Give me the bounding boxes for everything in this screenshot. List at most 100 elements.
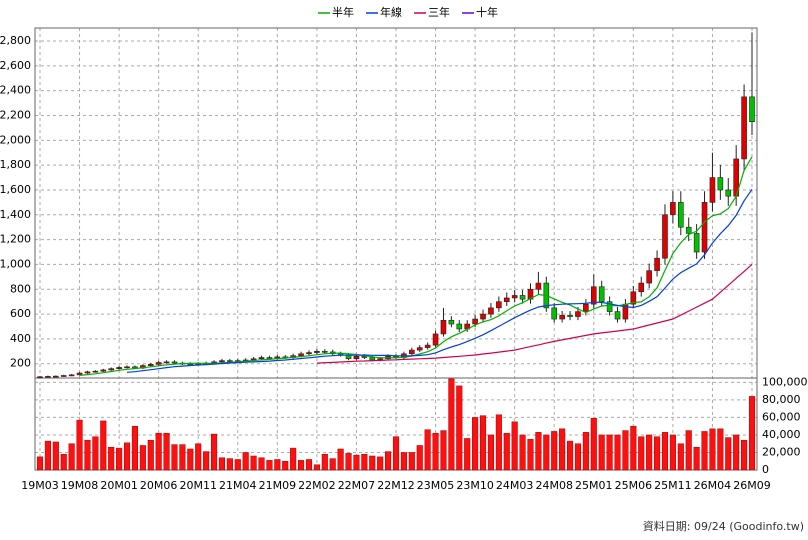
x-tick-label: 25M11 [654, 479, 692, 492]
volume-bar [638, 436, 645, 471]
candle-body [749, 96, 755, 123]
volume-bar [408, 452, 415, 471]
volume-bar [559, 428, 566, 471]
volume-bar [448, 378, 455, 471]
volume-bar [290, 447, 297, 471]
candle-body [409, 349, 415, 355]
volume-bar [242, 452, 249, 471]
candle-body [598, 286, 605, 302]
volume-bar [424, 429, 431, 471]
candle-body [361, 355, 368, 358]
volume-bar [646, 434, 653, 471]
x-tick-label: 21M04 [219, 479, 257, 492]
x-tick-label: 26M04 [694, 479, 732, 492]
volume-bar [669, 434, 676, 471]
y-tick-label: 2,200 [0, 109, 31, 122]
volume-bar [606, 434, 613, 471]
candle-body [670, 202, 676, 216]
candle-body [314, 351, 320, 353]
volume-bar [226, 458, 233, 471]
volume-bar [282, 460, 289, 471]
candle-body [662, 214, 668, 259]
volume-bar [353, 454, 360, 471]
volume-bar [519, 434, 526, 471]
volume-bar [733, 434, 740, 471]
candle-body [76, 372, 83, 376]
volume-bar [337, 448, 344, 471]
volume-bar [305, 459, 313, 471]
volume-bar [464, 438, 471, 471]
candle-body [155, 362, 162, 365]
candle-body [53, 375, 59, 378]
volume-bar [108, 446, 115, 471]
candle-body [416, 347, 423, 351]
candle-body [472, 318, 478, 325]
volume-bar [116, 447, 123, 471]
volume-bar [566, 440, 574, 471]
volume-bar [84, 439, 91, 471]
volume-bar [456, 385, 463, 471]
volume-bar [685, 430, 692, 471]
volume-bar [210, 433, 218, 471]
volume-bar [527, 439, 534, 471]
volume-bar [44, 440, 51, 471]
volume-bar [385, 451, 392, 471]
x-tick-label: 22M02 [298, 479, 336, 492]
volume-bar [440, 430, 447, 471]
candle-body [68, 374, 75, 377]
volume-bar [123, 442, 131, 471]
x-tick-label: 25M01 [575, 479, 613, 492]
candle-body [456, 323, 463, 330]
volume-bar [487, 434, 494, 471]
volume-bar [155, 432, 162, 471]
volume-bar [92, 436, 99, 471]
volume-bar [361, 453, 368, 471]
y-tick-label: 1,600 [0, 183, 31, 196]
source-note: 資料日期: 09/24 (Goodinfo.tw) [643, 519, 804, 533]
candle-body [535, 282, 542, 290]
volume-bar [709, 428, 716, 471]
volume-bar [479, 415, 487, 471]
volume-bar [400, 452, 407, 471]
volume-bar [598, 434, 605, 471]
volume-bar [298, 460, 305, 471]
legend-label: 年線 [380, 5, 402, 19]
volume-bar [100, 420, 107, 471]
volume-bar [701, 431, 708, 471]
candle-body [646, 270, 652, 284]
candle-body [511, 295, 518, 299]
volume-bar [511, 421, 518, 471]
volume-bar [614, 434, 621, 471]
y-tick-label: 400 [10, 332, 31, 345]
candle-body [677, 202, 684, 228]
candle-body [488, 307, 494, 315]
volume-bar [677, 443, 684, 471]
volume-bar [203, 451, 210, 471]
candle-body [709, 177, 716, 203]
legend-label: 三年 [428, 5, 450, 19]
volume-bar [258, 457, 265, 471]
candle-body [496, 301, 502, 309]
candle-body [606, 301, 613, 312]
candle-body [60, 375, 67, 377]
volume-bar [52, 441, 59, 471]
candle-body [590, 286, 597, 305]
y-tick-label: 2,000 [0, 133, 31, 146]
candle-body [369, 357, 376, 361]
volume-bar [377, 456, 384, 471]
volume-bar [274, 459, 281, 471]
volume-bar [179, 444, 186, 471]
y-tick-label: 600 [10, 307, 31, 320]
candle-body [567, 315, 573, 317]
volume-bar [68, 443, 75, 471]
volume-bar [60, 453, 67, 471]
candle-body [519, 295, 526, 300]
volume-bar [195, 443, 202, 471]
candle-body [725, 189, 732, 197]
y-tick-label: 200 [10, 357, 31, 370]
volume-bar [345, 453, 352, 471]
x-tick-label: 23M10 [456, 479, 494, 492]
x-tick-label: 19M08 [61, 479, 99, 492]
x-tick-label: 25M06 [615, 479, 653, 492]
candle-body [448, 319, 455, 325]
